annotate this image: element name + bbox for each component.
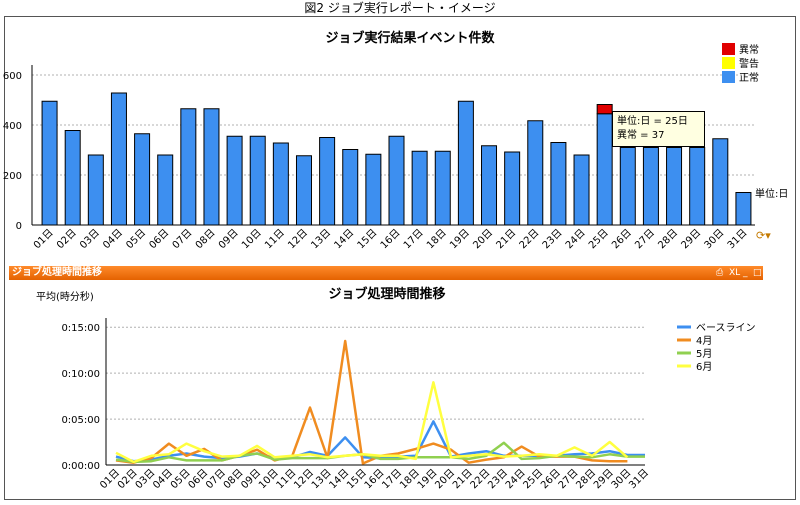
bar-segment bbox=[110, 92, 127, 226]
line-x-tick-label: 03日 bbox=[134, 467, 158, 491]
legend-label: 警告 bbox=[739, 57, 759, 70]
line-y-tick-label: 0:10:00 bbox=[61, 369, 100, 380]
line-x-tick-label: 18日 bbox=[398, 467, 422, 491]
bar-segment bbox=[249, 135, 266, 226]
line-x-tick-label: 08日 bbox=[222, 467, 246, 491]
line-x-tick-label: 28日 bbox=[574, 467, 598, 491]
bar-segment bbox=[64, 130, 81, 226]
line-x-tick-label: 04日 bbox=[151, 467, 175, 491]
tooltip-line-1: 単位:日 = 25日 bbox=[617, 116, 688, 127]
legend-label: 異常 bbox=[739, 43, 759, 56]
line-x-tick-label: 15日 bbox=[345, 467, 369, 491]
bar-y-tick-label: 600 bbox=[3, 71, 22, 82]
legend-swatch bbox=[722, 57, 735, 69]
bar-segment bbox=[272, 142, 289, 226]
legend-label: 4月 bbox=[696, 335, 712, 347]
minimize-icon[interactable]: _ bbox=[743, 268, 748, 278]
line-x-tick-label: 01日 bbox=[98, 467, 122, 491]
bar-y-tick-label: 400 bbox=[3, 121, 22, 132]
bar-segment bbox=[87, 154, 104, 226]
bar-segment bbox=[411, 150, 428, 226]
bar-segment bbox=[388, 135, 405, 226]
bar-chart-title: ジョブ実行結果イベント件数 bbox=[325, 30, 495, 46]
line-x-tick-label: 26日 bbox=[539, 467, 563, 491]
bar-segment bbox=[712, 138, 729, 226]
line-x-tick-label: 07日 bbox=[204, 467, 228, 491]
legend-label: 5月 bbox=[696, 348, 712, 360]
line-x-tick-label: 09日 bbox=[239, 467, 263, 491]
bar-tooltip: 単位:日 = 25日 異常 = 37 bbox=[612, 111, 705, 147]
line-chart-title: ジョブ処理時間推移 bbox=[328, 286, 445, 302]
line-x-tick-label: 11日 bbox=[275, 467, 299, 491]
line-x-tick-label: 19日 bbox=[416, 467, 440, 491]
line-x-tick-label: 14日 bbox=[328, 467, 352, 491]
bar-segment bbox=[203, 108, 220, 226]
line-x-tick-label: 16日 bbox=[363, 467, 387, 491]
figure-caption: 図2 ジョブ実行レポート・イメージ bbox=[304, 1, 496, 15]
bar-segment bbox=[434, 150, 451, 226]
legend-label: 正常 bbox=[739, 71, 759, 84]
bar-y-tick-label: 200 bbox=[3, 171, 22, 182]
bar-x-axis-label: 単位:日 bbox=[755, 187, 788, 200]
line-x-tick-label: 17日 bbox=[380, 467, 404, 491]
line-x-tick-label: 23日 bbox=[486, 467, 510, 491]
line-x-tick-label: 27日 bbox=[557, 467, 581, 491]
panel-header: ジョブ処理時間推移 ⎙ XL _ □ bbox=[9, 266, 763, 280]
line-x-tick-label: 12日 bbox=[292, 467, 316, 491]
bar-segment bbox=[481, 145, 498, 226]
line-y-tick-label: 0:15:00 bbox=[61, 323, 100, 334]
bar-segment bbox=[457, 100, 474, 226]
bar-segment bbox=[619, 147, 636, 226]
print-icon[interactable]: ⎙ bbox=[716, 268, 724, 278]
line-x-tick-label: 10日 bbox=[257, 467, 281, 491]
line-x-tick-label: 06日 bbox=[186, 467, 210, 491]
bar-segment bbox=[689, 147, 706, 226]
bar-segment bbox=[735, 192, 752, 226]
tooltip-line-2: 異常 = 37 bbox=[617, 130, 665, 141]
bar-segment bbox=[295, 155, 312, 226]
maximize-icon[interactable]: □ bbox=[753, 268, 762, 278]
bar-segment bbox=[666, 147, 683, 226]
legend-label: ベースライン bbox=[696, 322, 756, 334]
line-x-tick-label: 22日 bbox=[469, 467, 493, 491]
series-line bbox=[115, 381, 629, 464]
line-x-tick-label: 02日 bbox=[116, 467, 140, 491]
bar-segment bbox=[226, 135, 243, 226]
excel-export-icon[interactable]: XL bbox=[729, 268, 741, 278]
bar-segment bbox=[342, 149, 359, 226]
line-x-tick-label: 05日 bbox=[169, 467, 193, 491]
bar-segment bbox=[504, 151, 521, 226]
bar-y-tick-label: 0 bbox=[16, 221, 22, 232]
bar-segment bbox=[41, 100, 58, 226]
bar-segment bbox=[157, 154, 174, 226]
line-y-tick-label: 0:05:00 bbox=[61, 415, 100, 426]
line-x-tick-label: 20日 bbox=[433, 467, 457, 491]
line-x-tick-label: 24日 bbox=[504, 467, 528, 491]
bar-segment bbox=[365, 153, 382, 226]
bar-segment bbox=[596, 104, 613, 115]
bar-segment bbox=[134, 133, 151, 226]
refresh-icon[interactable]: ⟳▾ bbox=[756, 229, 771, 242]
line-x-tick-label: 29日 bbox=[592, 467, 616, 491]
legend-label: 6月 bbox=[696, 361, 712, 373]
bar-segment bbox=[319, 137, 336, 226]
line-x-tick-label: 31日 bbox=[627, 467, 651, 491]
line-x-tick-label: 25日 bbox=[521, 467, 545, 491]
line-y-axis-label: 平均(時分秒) bbox=[36, 290, 94, 303]
legend-swatch bbox=[722, 71, 735, 83]
bar-segment bbox=[550, 142, 567, 226]
bar-segment bbox=[573, 154, 590, 226]
bar-segment bbox=[527, 120, 544, 226]
line-x-tick-label: 21日 bbox=[451, 467, 475, 491]
panel-title: ジョブ処理時間推移 bbox=[12, 267, 102, 278]
bar-segment bbox=[180, 108, 197, 226]
legend-swatch bbox=[722, 43, 735, 55]
line-x-tick-label: 30日 bbox=[610, 467, 634, 491]
line-x-tick-label: 13日 bbox=[310, 467, 334, 491]
line-y-tick-label: 0:00:00 bbox=[61, 461, 100, 472]
bar-segment bbox=[642, 147, 659, 226]
